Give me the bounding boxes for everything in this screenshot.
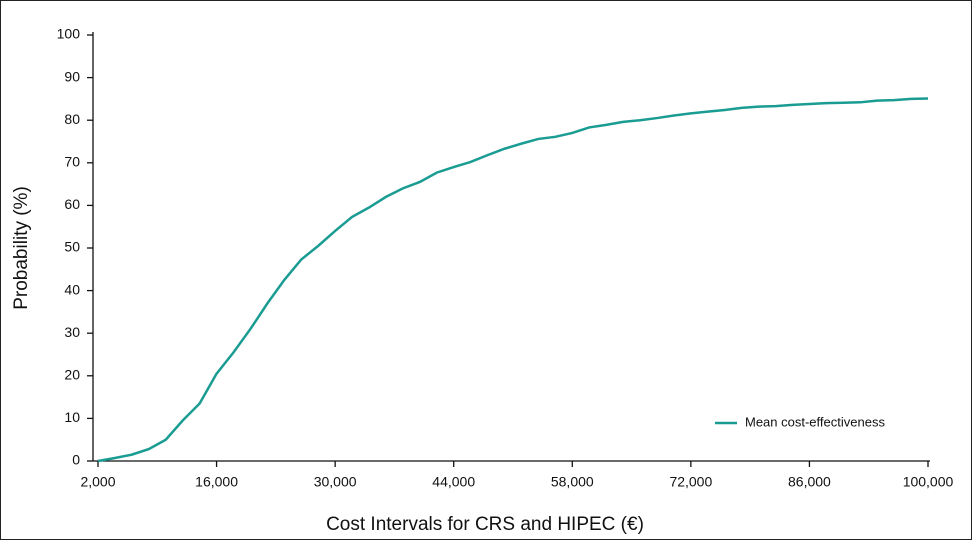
x-tick-label: 16,000 bbox=[195, 474, 238, 490]
x-tick-label: 72,000 bbox=[669, 474, 712, 490]
y-tick-label: 20 bbox=[64, 367, 80, 383]
legend-label: Mean cost-effectiveness bbox=[745, 414, 885, 429]
x-axis-title: Cost Intervals for CRS and HIPEC (€) bbox=[326, 514, 644, 535]
x-tick-label: 2,000 bbox=[80, 474, 115, 490]
y-tick-label: 80 bbox=[64, 111, 80, 127]
y-tick-label: 30 bbox=[64, 324, 80, 340]
y-tick-label: 0 bbox=[72, 452, 80, 468]
x-tick-label: 86,000 bbox=[788, 474, 831, 490]
x-tick-label: 100,000 bbox=[903, 474, 954, 490]
y-tick-label: 50 bbox=[64, 239, 80, 255]
y-axis-title: Probability (%) bbox=[11, 186, 32, 310]
y-tick-label: 100 bbox=[57, 26, 81, 42]
x-tick-label: 44,000 bbox=[432, 474, 475, 490]
y-tick-label: 10 bbox=[64, 409, 80, 425]
y-tick-label: 70 bbox=[64, 154, 80, 170]
y-tick-label: 40 bbox=[64, 281, 80, 297]
y-tick-label: 60 bbox=[64, 196, 80, 212]
y-tick-label: 90 bbox=[64, 68, 80, 84]
x-tick-label: 30,000 bbox=[314, 474, 357, 490]
x-tick-label: 58,000 bbox=[551, 474, 594, 490]
line bbox=[97, 97, 929, 463]
